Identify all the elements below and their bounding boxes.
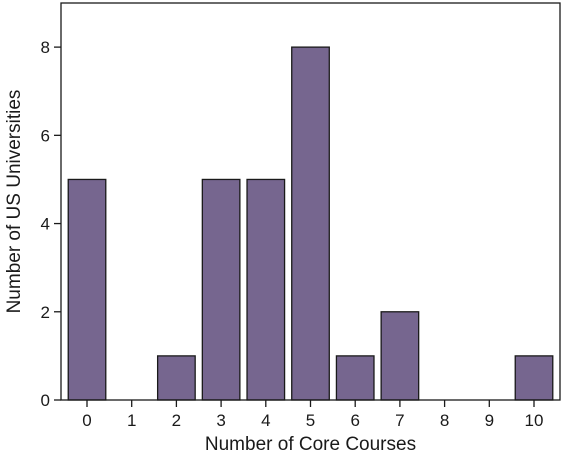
x-tick-label-10: 10: [525, 411, 544, 430]
bar-0: [67, 178, 107, 401]
x-tick-label-8: 8: [440, 411, 449, 430]
bar-7: [380, 311, 420, 401]
x-tick-label-4: 4: [261, 411, 270, 430]
x-tick-label-0: 0: [82, 411, 91, 430]
y-axis-ticks: 0 2 4 6 8: [41, 38, 61, 410]
bars: [67, 46, 554, 401]
x-tick-label-5: 5: [306, 411, 315, 430]
bar-5: [291, 46, 330, 401]
bar-2: [156, 355, 196, 401]
x-tick-label-7: 7: [395, 411, 404, 430]
bar-10: [514, 355, 554, 401]
x-tick-label-6: 6: [350, 411, 359, 430]
bar-4: [246, 178, 286, 401]
x-tick-label-1: 1: [127, 411, 136, 430]
bar-3: [201, 178, 241, 401]
x-tick-label-2: 2: [172, 411, 181, 430]
y-axis-label: Number of US Universities: [4, 90, 25, 314]
x-axis-ticks: 0 1 2 3 4 5 6 7 8 9 10: [82, 400, 543, 430]
y-tick-label-6: 6: [41, 126, 50, 145]
bar-6: [335, 355, 375, 401]
y-tick-label-8: 8: [41, 38, 50, 57]
y-tick-label-4: 4: [41, 215, 50, 234]
y-tick-label-0: 0: [41, 391, 50, 410]
y-tick-label-2: 2: [41, 303, 50, 322]
x-tick-label-9: 9: [485, 411, 494, 430]
x-axis-label: Number of Core Courses: [205, 434, 416, 455]
x-tick-label-3: 3: [216, 411, 225, 430]
plot-frame: [60, 2, 561, 401]
